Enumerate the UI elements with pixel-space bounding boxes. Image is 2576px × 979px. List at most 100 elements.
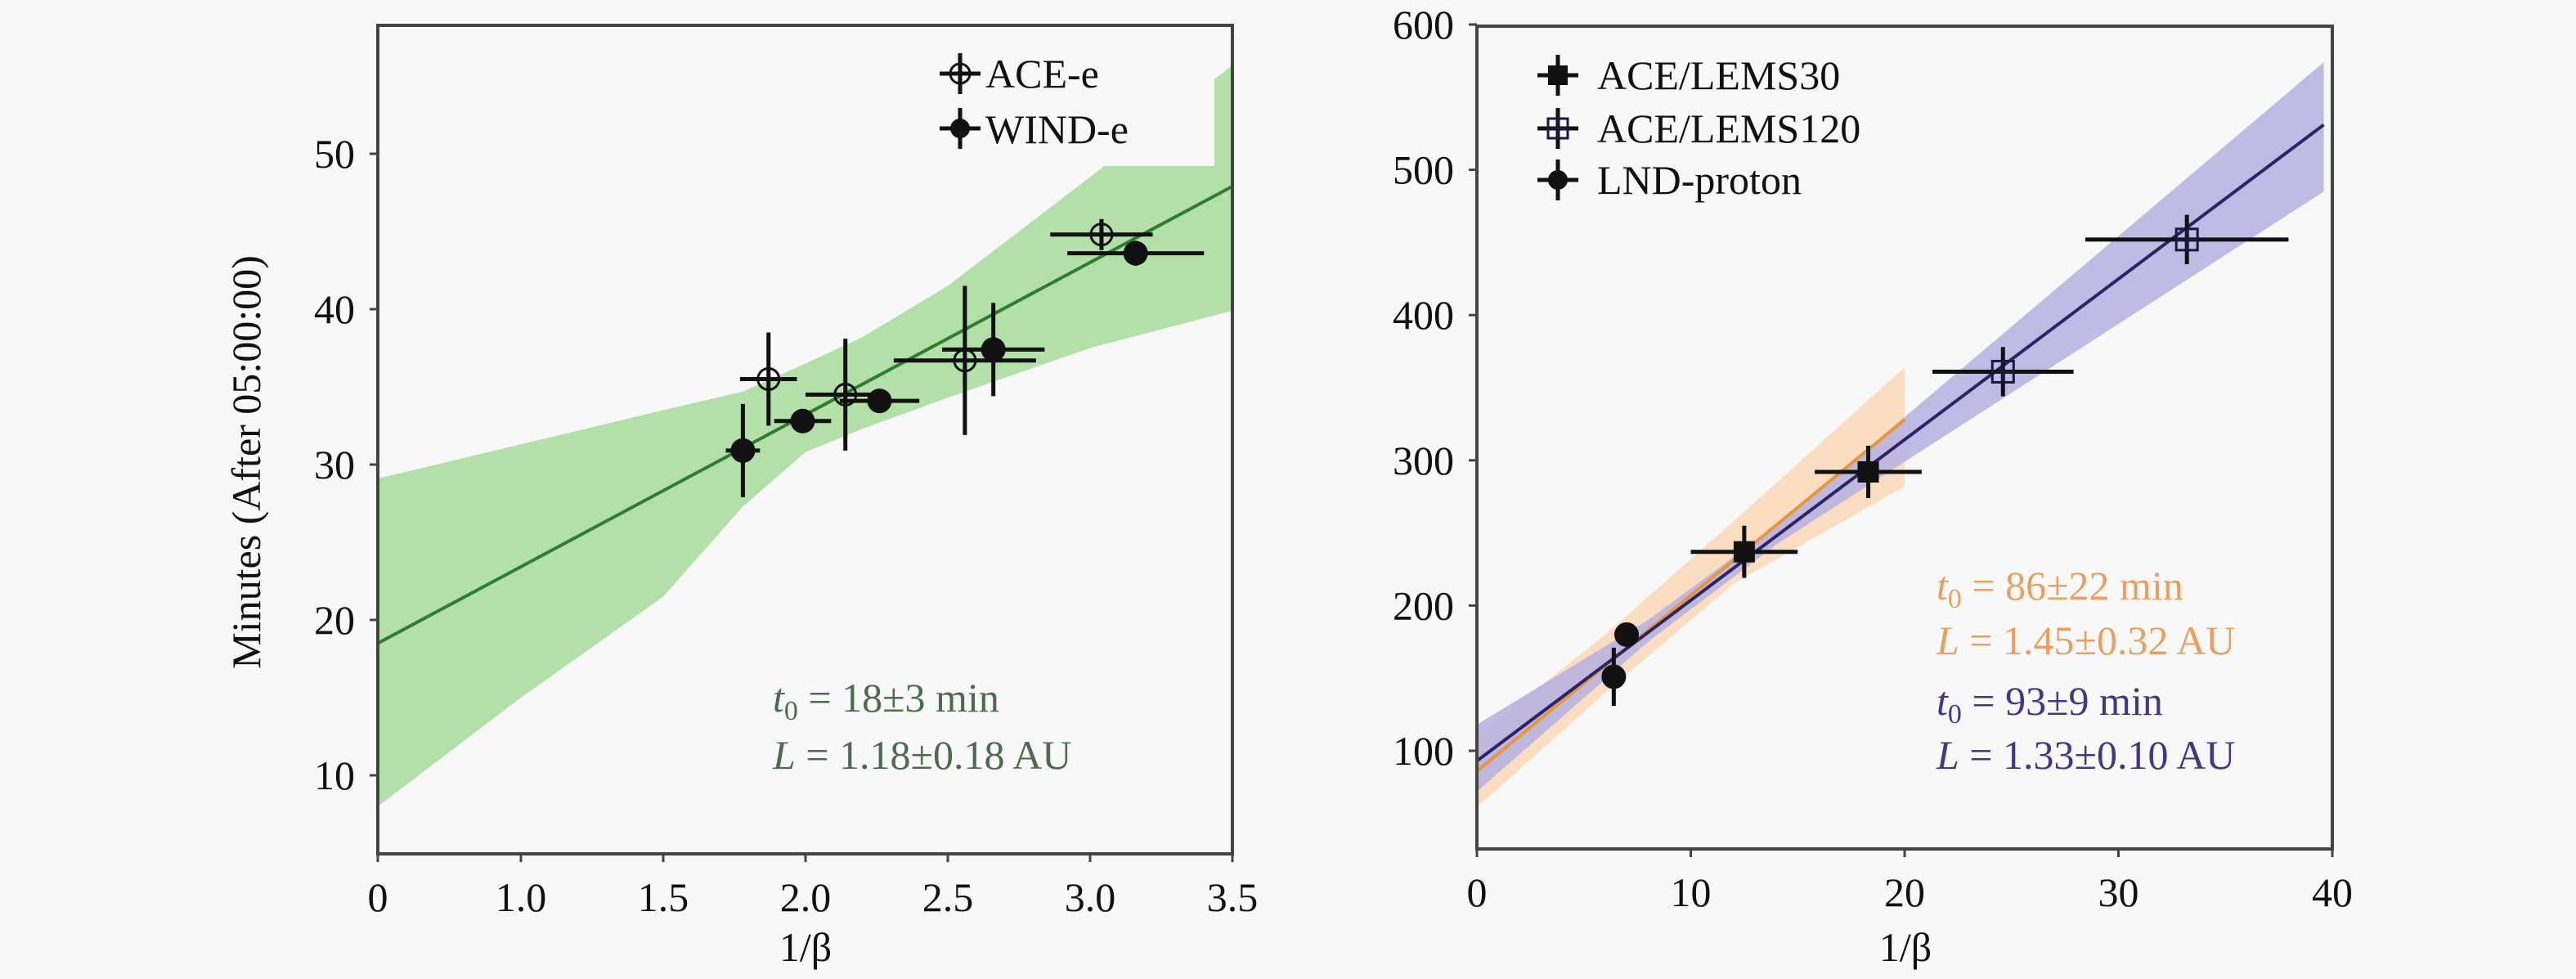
legend-marker-wind-e: [940, 108, 981, 149]
x-tick-label: 3.0: [1065, 874, 1116, 920]
left-x-ticks: 0 1.0 1.5 2.0 2.5 3.0 3.5: [368, 854, 1259, 920]
right-y-ticks: 100 200 300 400 500 600: [1393, 2, 1477, 774]
y-tick-label: 30: [314, 442, 355, 487]
data-point-ace-e: [893, 285, 1036, 435]
data-point-wind-e: [725, 403, 761, 497]
marker-wind-e: [867, 388, 892, 414]
x-tick-label: 1.0: [496, 874, 547, 920]
x-tick-label: 2.0: [780, 874, 832, 920]
left-confidence-bands: [378, 65, 1232, 806]
x-tick-label: 1.5: [638, 874, 689, 920]
x-tick-label: 20: [1884, 869, 1925, 915]
annotation-value: = 1.33±0.10 AU: [1959, 732, 2236, 778]
legend-marker: [1548, 170, 1568, 190]
y-tick-label: 50: [314, 131, 355, 177]
fit-annotation: t0 = 18±3 min: [773, 675, 999, 726]
annotation-symbol: t: [1936, 563, 1949, 609]
legend-marker-ace-lems120: [1537, 108, 1578, 149]
x-tick-label: 0: [368, 874, 388, 920]
annotation-symbol: t: [773, 675, 785, 721]
data-point-ace-e: [1050, 218, 1153, 250]
blue-fit-line: [1477, 123, 2325, 763]
x-tick-label: 0: [1467, 869, 1488, 915]
y-tick-label: 100: [1393, 728, 1454, 774]
blue-fit-band: [1477, 62, 2324, 792]
annotation-subscript: 0: [1948, 699, 1962, 730]
data-point-ace-e: [739, 332, 797, 426]
marker-lnd-proton: [1614, 622, 1640, 647]
legend-label-ace-lems30: ACE/LEMS30: [1597, 52, 1840, 98]
legend-marker-ace-lems30: [1537, 55, 1578, 96]
fit-annotation: t0 = 86±22 min: [1936, 563, 2183, 614]
fit-annotation: L = 1.45±0.32 AU: [1936, 617, 2235, 663]
annotation-symbol: L: [1936, 732, 1959, 778]
legend-label-lnd-proton: LND-proton: [1597, 157, 1802, 203]
data-point-ace-lems120: [2085, 214, 2289, 265]
legend-marker: [1548, 65, 1568, 85]
legend-marker: [950, 119, 970, 138]
data-point-lnd-proton: [1614, 622, 1640, 647]
data-point-lnd-proton: [1601, 647, 1627, 706]
y-tick-label: 500: [1393, 147, 1454, 193]
y-tick-label: 10: [314, 752, 355, 798]
left-y-axis-title: Minutes (After 05:00:00): [223, 255, 269, 668]
x-tick-label: 10: [1671, 869, 1712, 915]
annotation-value: = 1.45±0.32 AU: [1959, 617, 2236, 663]
legend-label-ace-lems120: ACE/LEMS120: [1597, 106, 1860, 151]
y-tick-label: 600: [1393, 2, 1454, 47]
marker-lnd-proton: [1601, 664, 1627, 689]
left-x-axis-title: 1/β: [779, 924, 832, 970]
orange-fit-line: [1477, 418, 1906, 773]
marker-wind-e: [730, 438, 756, 463]
right-x-ticks: 0 10 20 30 40: [1467, 849, 2353, 915]
right-legend: ACE/LEMS30 ACE/LEMS120 LND-proton: [1537, 52, 1860, 203]
left-panel: 0 1.0 1.5 2.0 2.5 3.0 3.5 10 20 30 40 50 1/β Minut…: [223, 24, 1259, 970]
legend-label-ace-e: ACE-e: [985, 51, 1099, 97]
x-tick-label: 40: [2312, 869, 2353, 915]
data-point-ace-lems30: [1815, 446, 1922, 498]
marker-wind-e: [981, 337, 1006, 362]
y-tick-label: 200: [1393, 582, 1454, 628]
data-point-wind-e: [942, 303, 1045, 397]
annotation-subscript: 0: [784, 696, 798, 726]
marker-wind-e: [790, 408, 815, 433]
y-tick-label: 20: [314, 597, 355, 643]
y-tick-label: 40: [314, 286, 355, 332]
right-x-axis-title: 1/β: [1879, 924, 1932, 970]
annotation-value: = 18±3 min: [798, 675, 999, 721]
orange-fit-band: [1477, 367, 1905, 808]
right-data-points: [1601, 214, 2289, 706]
fit-annotation: t0 = 93±9 min: [1936, 678, 2163, 730]
data-point-wind-e: [1067, 240, 1205, 266]
fit-annotation: L = 1.18±0.18 AU: [772, 732, 1071, 778]
data-point-wind-e: [839, 388, 920, 414]
left-y-ticks: 10 20 30 40 50: [314, 131, 378, 798]
annotation-value: = 93±9 min: [1962, 678, 2163, 724]
right-confidence-bands: [1477, 62, 2324, 808]
x-tick-label: 3.5: [1207, 874, 1259, 920]
left-legend: ACE-e WIND-e: [940, 51, 1129, 152]
y-tick-label: 400: [1393, 292, 1454, 338]
annotation-symbol: t: [1936, 678, 1949, 724]
annotation-symbol: L: [772, 732, 796, 778]
legend-marker-ace-e: [940, 53, 981, 94]
annotation-value: = 1.18±0.18 AU: [796, 732, 1072, 778]
data-point-ace-lems120: [1932, 347, 2074, 397]
marker-ace-lems30: [1857, 461, 1879, 483]
marker-ace-lems30: [1733, 541, 1755, 563]
annotation-subscript: 0: [1948, 584, 1962, 614]
marker-wind-e: [1123, 240, 1148, 266]
left-legend-background: [924, 33, 1214, 166]
legend-label-wind-e: WIND-e: [985, 106, 1129, 152]
y-tick-label: 300: [1393, 438, 1454, 483]
fit-annotation: L = 1.33±0.10 AU: [1936, 732, 2235, 778]
legend-marker-lnd-proton: [1537, 159, 1578, 200]
x-tick-label: 2.5: [922, 874, 974, 920]
annotation-value: = 86±22 min: [1962, 563, 2183, 609]
right-fit-lines: [1477, 123, 2325, 773]
fit-band: [378, 65, 1232, 806]
left-data-points: [725, 218, 1205, 497]
